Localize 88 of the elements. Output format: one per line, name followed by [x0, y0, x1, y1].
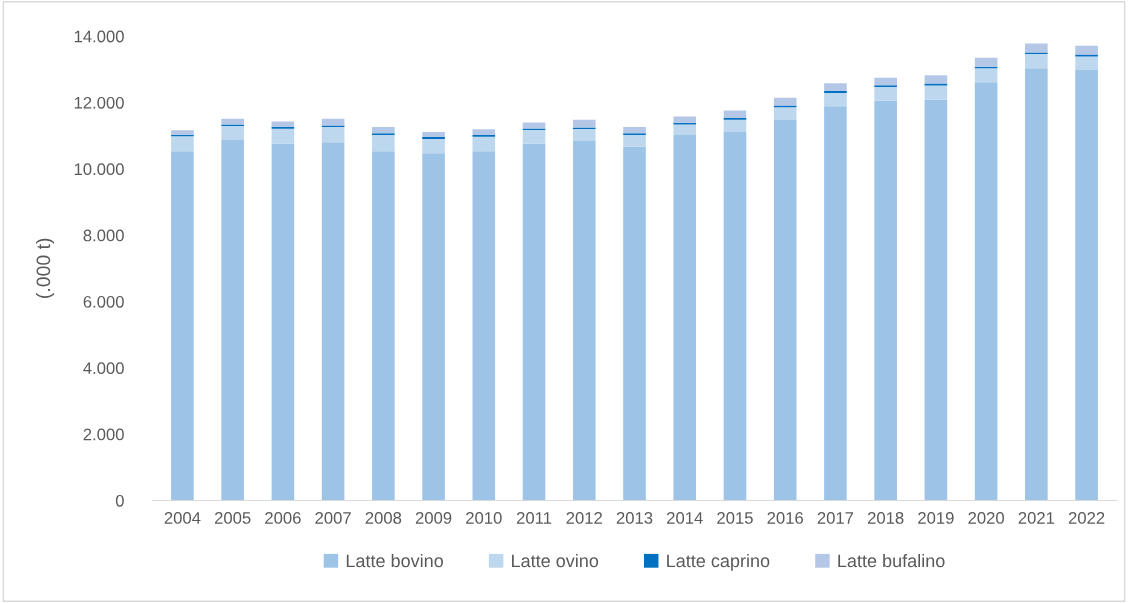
x-tick-label: 2011: [516, 512, 552, 524]
bar: [221, 126, 244, 140]
bar: [472, 151, 496, 501]
bar: [422, 138, 445, 154]
bar: [422, 153, 445, 501]
x-tick-label: 2018: [867, 512, 904, 524]
bar: [623, 127, 646, 134]
bar: [171, 151, 194, 501]
y-tick-label: 2.000: [83, 428, 124, 441]
bar: [924, 75, 948, 84]
x-tick-label: 2019: [918, 512, 954, 524]
bar: [723, 132, 747, 501]
bar: [171, 136, 194, 152]
bar: [623, 135, 646, 147]
bar: [773, 97, 797, 106]
bar: [522, 130, 546, 144]
x-tick-label: 2014: [667, 512, 703, 524]
bar: [522, 122, 546, 129]
y-axis-title: (.000 t): [35, 238, 55, 298]
y-tick-label: 12.000: [74, 96, 124, 109]
bar: [472, 136, 496, 152]
x-tick-label: 2022: [1068, 512, 1105, 524]
bar: [924, 99, 948, 501]
legend-label: Latte bovino: [346, 553, 443, 568]
bar: [673, 116, 697, 123]
y-tick-label: 10.000: [74, 163, 124, 176]
x-tick-label: 2016: [767, 512, 803, 524]
x-tick-label: 2009: [415, 512, 452, 524]
bar: [673, 135, 697, 501]
y-tick-label: 6.000: [83, 295, 124, 308]
bar: [924, 85, 948, 100]
x-tick-label: 2012: [566, 512, 602, 524]
bar: [271, 121, 295, 128]
y-tick-label: 0: [115, 494, 124, 507]
bar: [271, 128, 295, 144]
bar: [673, 124, 697, 136]
legend-label: Latte bufalino: [838, 553, 945, 568]
x-tick-label: 2005: [214, 512, 251, 524]
bar: [1025, 68, 1048, 501]
bar: [1025, 43, 1048, 53]
bar: [372, 127, 395, 134]
y-tick-label: 4.000: [83, 362, 124, 375]
bar: [974, 57, 998, 67]
bar: [824, 83, 847, 91]
bar: [1075, 70, 1098, 501]
bar: [974, 82, 998, 501]
bar: [321, 127, 345, 143]
bar: [974, 68, 998, 83]
x-tick-label: 2015: [717, 512, 753, 524]
bar: [1075, 45, 1098, 55]
bar: [773, 107, 797, 121]
bar: [572, 129, 596, 141]
bar: [372, 135, 395, 152]
bar: [874, 86, 897, 101]
legend-label: Latte ovino: [512, 553, 599, 568]
bar: [572, 119, 596, 128]
bar: [221, 139, 244, 501]
bar: [522, 143, 546, 501]
y-tick-label: 14.000: [74, 30, 124, 43]
bar: [271, 143, 295, 501]
x-tick-label: 2007: [315, 512, 351, 524]
bar: [1025, 54, 1048, 69]
x-tick-label: 2020: [968, 512, 1005, 524]
bar: [824, 92, 847, 107]
bar: [572, 140, 596, 501]
legend-label: Latte caprino: [667, 553, 770, 571]
bar: [874, 77, 897, 86]
x-tick-label: 2010: [466, 512, 502, 524]
y-tick-label: 8.000: [83, 229, 124, 242]
bar: [321, 142, 345, 501]
bar: [422, 132, 445, 137]
bar: [221, 118, 244, 125]
bar: [171, 130, 194, 135]
bar: [723, 119, 747, 133]
x-tick-label: 2017: [817, 512, 854, 524]
bar: [723, 110, 747, 119]
bar: [472, 129, 496, 136]
x-tick-label: 2004: [164, 512, 201, 524]
bar: [824, 106, 847, 501]
x-tick-label: 2008: [365, 512, 402, 524]
x-tick-label: 2013: [616, 512, 653, 524]
x-tick-label: 2006: [265, 512, 301, 524]
bar: [773, 120, 797, 501]
x-tick-label: 2021: [1018, 512, 1055, 524]
bar: [623, 146, 646, 501]
bar: [1075, 56, 1098, 71]
bar: [372, 151, 395, 501]
bar: [874, 100, 897, 501]
